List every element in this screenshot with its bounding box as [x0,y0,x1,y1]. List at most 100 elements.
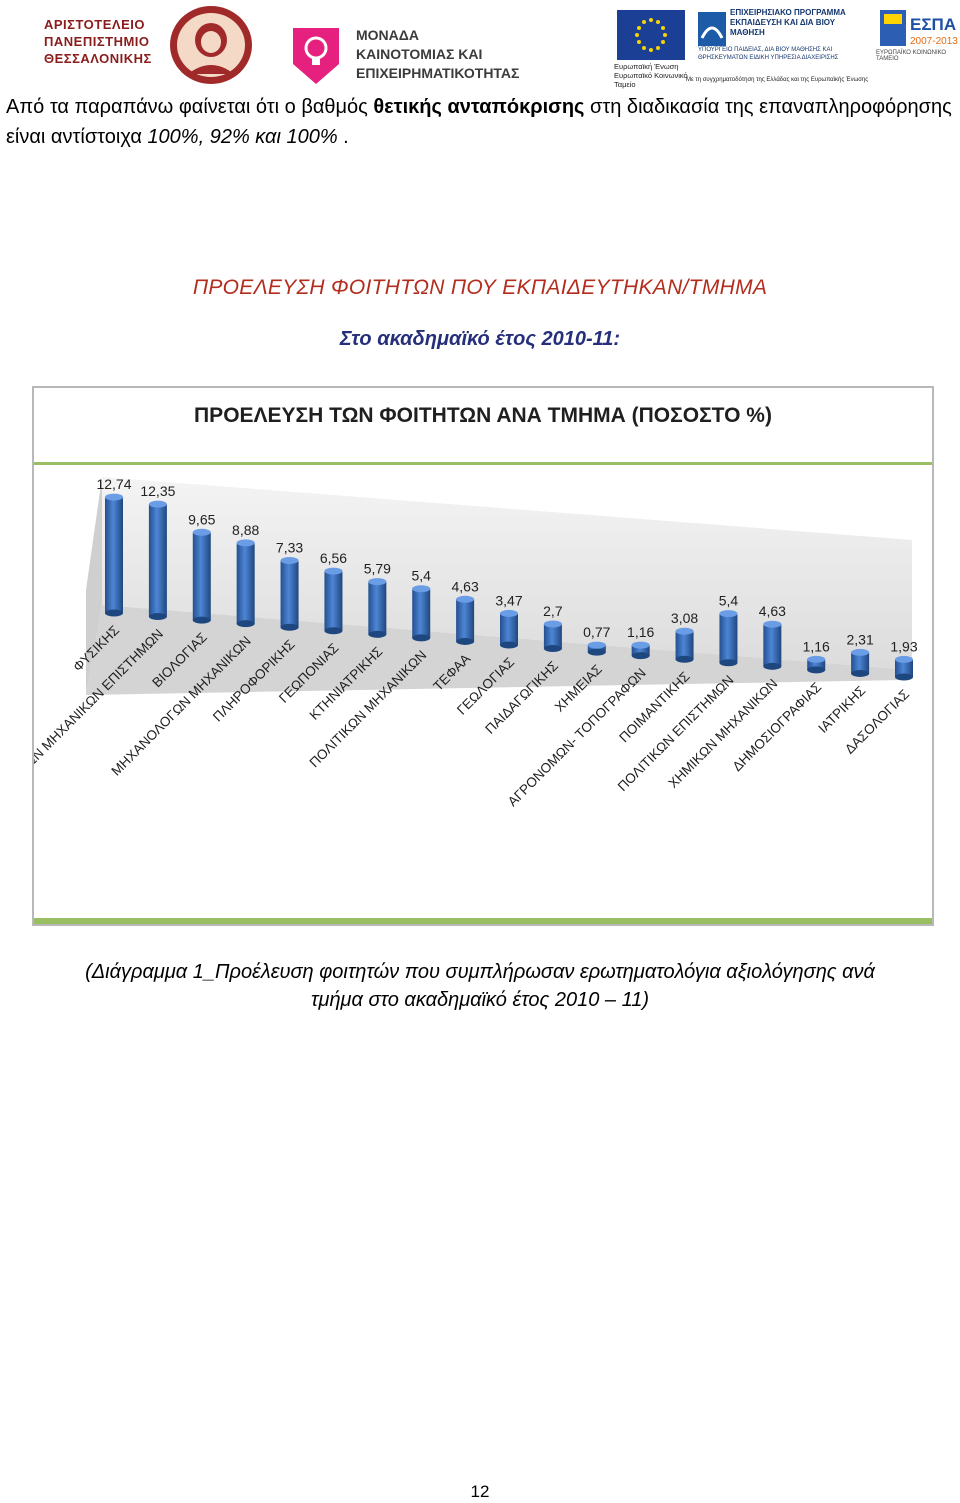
bar [412,585,431,642]
bar-base [368,630,387,638]
bar-top [324,567,343,575]
chart-title-band: ΠΡΟΕΛΕΥΣΗ ΤΩΝ ΦΟΙΤΗΤΩΝ ΑΝΑ ΤΜΗΜΑ (ΠΟΣΟΣΤ… [34,388,932,465]
bar-body [412,588,431,638]
bar-base [148,613,167,621]
bar-body [324,571,343,631]
value-label: 5,4 [719,593,739,609]
bar-top [851,648,870,656]
section-subtitle: Στο ακαδημαϊκό έτος 2010-11: [339,328,621,350]
program-foot: Με τη συγχρηματοδότηση της Ελλάδας και τ… [686,77,869,83]
value-label: 2,31 [846,631,873,647]
program-logo-icon [698,12,726,46]
bar-top [719,610,738,618]
value-labels-layer: 12,74 12,35 9,65 8,88 7,33 6,56 5,79 5,4 4,63 3,4… [96,476,917,654]
bar-base [543,645,562,653]
bar-top [807,655,826,663]
bar-base [412,634,431,642]
unit-logo-text: ΜΟΝΑΔΑ ΚΑΙΝΟΤΟΜΙΑΣ ΚΑΙ ΕΠΙΧΕΙΡΗΜΑΤΙΚΟΤΗΤ… [356,26,566,83]
bar-top [543,620,562,628]
bar [105,493,123,617]
bar-base [192,616,211,624]
caption-line-1: (Διάγραμμα 1_Προέλευση φοιτητών που συμπ… [85,961,875,983]
bar-body [543,623,562,649]
intro-bold: θετικής ανταπόκρισης [373,96,585,118]
bar-base [675,655,694,663]
auth-line: ΘΕΣΣΑΛΟΝΙΚΗΣ [44,51,152,66]
bar [675,627,694,663]
unit-line: ΕΠΙΧΕΙΡΗΜΑΤΙΚΟΤΗΤΑΣ [356,65,520,81]
bar-top [280,557,299,565]
bar [587,641,606,656]
bar [851,648,870,677]
value-label: 12,35 [140,483,175,499]
auth-line: ΠΑΝΕΠΙΣΤΗΜΙΟ [44,34,150,49]
bar [192,528,211,624]
unit-line: ΜΟΝΑΔΑ [356,27,419,43]
bar [236,539,255,628]
bar-body [587,645,606,653]
bar-body [192,532,211,621]
bar-base [587,648,606,656]
bar-top [368,578,387,586]
intro-text-1: Από τα παραπάνω φαίνεται ότι ο βαθμός [6,96,374,118]
value-label: 8,88 [232,522,259,538]
bar-body [500,613,518,645]
bar-body [456,599,475,642]
bar-base [631,652,650,660]
bar-base [719,659,738,667]
bar-base [105,609,123,617]
intro-italic: 100%, 92% και 100% [147,126,338,148]
value-label: 3,08 [671,610,698,626]
bar-body [236,542,255,624]
espa-years: 2007-2013 [910,36,958,47]
figure-caption: (Διάγραμμα 1_Προέλευση φοιτητών που συμπ… [0,958,960,1014]
bar-top [192,528,211,536]
value-label: 0,77 [583,624,610,640]
chart-side-wall [86,477,102,695]
bar [280,557,299,631]
intro-text-2: στη διαδικασία της επαναπληροφόρησης είν… [6,96,952,148]
bar [148,500,167,621]
espa-caption: ΕΥΡΩΠΑΪΚΟ ΚΟΙΝΩΝΙΚΟ ΤΑΜΕΙΟ [876,50,947,62]
bar-body [148,504,167,617]
intro-text-3: . [337,126,349,148]
chart-frame: ΠΡΟΕΛΕΥΣΗ ΤΩΝ ΦΟΙΤΗΤΩΝ ΑΝΑ ΤΜΗΜΑ (ΠΟΣΟΣΤ… [32,386,934,926]
bar-base [807,666,826,674]
value-label: 12,74 [96,476,131,492]
bar-body [719,613,738,663]
program-sub: ΥΠΟΥΡΓΕΙΟ ΠΑΙΔΕΙΑΣ, ΔΙΑ ΒΙΟΥ ΜΑΘΗΣΗΣ ΚΑΙ… [698,47,839,61]
bar-top [412,585,431,593]
category-label: ΔΗΜΟΣΙΟΓΡΑΦΙΑΣ [730,679,825,774]
bar-chart: 12,74 12,35 9,65 8,88 7,33 6,56 5,79 5,4 4,63 3,4… [34,476,918,834]
chart-bottom-band [34,918,932,924]
bar-top [675,627,694,635]
bar-base [280,623,299,631]
bar-body [368,581,387,635]
value-label: 7,33 [276,540,303,556]
chart-back-wall [102,477,912,670]
value-label: 5,79 [364,561,391,577]
bar [807,655,826,674]
intro-paragraph: Από τα παραπάνω φαίνεται ότι ο βαθμός θε… [6,92,954,152]
value-label: 1,16 [627,624,654,640]
value-label: 2,7 [543,603,563,619]
bar-body [763,624,782,667]
bar-top [587,641,606,649]
bar [543,620,562,653]
bar-base [500,641,518,649]
bar [719,610,738,667]
bar-body [280,560,299,628]
section-title: ΠΡΟΕΛΕΥΣΗ ΦΟΙΤΗΤΩΝ ΠΟΥ ΕΚΠΑΙΔΕΥΤΗΚΑΝ/ΤΜΗ… [192,276,768,299]
bar-top [236,539,255,547]
value-label: 6,56 [320,550,347,566]
bar-base [851,669,870,677]
program-title: ΕΠΙΧΕΙΡΗΣΙΑΚΟ ΠΡΟΓΡΑΜΜΑ ΕΚΠΑΙΔΕΥΣΗ ΚΑΙ Δ… [730,8,846,37]
eu-caption: Ευρωπαϊκή Ένωση Ευρωπαϊκό Κοινωνικό Ταμε… [614,62,688,89]
bar-body [105,497,123,613]
bar [895,655,913,681]
bar-top [105,493,123,501]
bar [500,609,518,649]
bar-base [236,620,255,628]
bulb-logo-icon [293,28,339,84]
bar-body [851,652,870,674]
